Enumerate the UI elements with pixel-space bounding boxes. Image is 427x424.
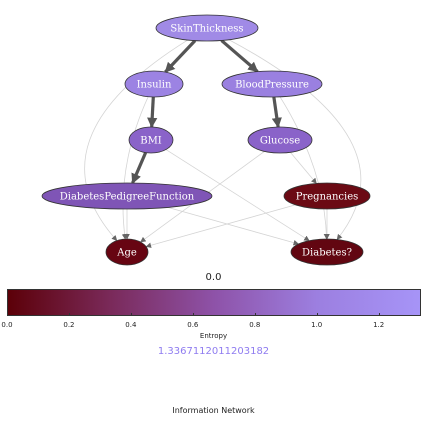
edge-insulin-to-bmi (147, 96, 158, 129)
edge-skinthickness-to-diabetes (228, 39, 362, 240)
information-network-graph: SkinThickness Insulin BloodPressure BMI Gluc… (41, 14, 371, 266)
edge-insulin-to-age (121, 96, 149, 240)
colorbar-tick-label: 0.6 (187, 321, 199, 329)
colorbar-max-value: 1.3367112011203182 (157, 346, 270, 357)
colorbar-ticks: 0.0 0.2 0.4 0.6 0.8 1.0 1.2 (1, 313, 421, 330)
node-label: Pregnancies (296, 192, 359, 203)
edge-bloodpressure-to-diabetes (279, 96, 330, 240)
node-label: Glucose (260, 136, 300, 147)
edge-skinthickness-to-bloodpressure (220, 39, 259, 73)
node-shape (128, 126, 174, 154)
edge-bmi-to-diabetes (165, 149, 310, 242)
node-shape (247, 126, 313, 154)
node-insulin: Insulin (124, 70, 184, 98)
node-diabetespedigreefunction: DiabetesPedigreeFunction (41, 182, 213, 210)
colorbar-tick-mark (316, 313, 318, 316)
node-label: BMI (140, 136, 162, 147)
node-label: Insulin (137, 80, 172, 91)
edge-pregnancies-to-age (145, 204, 296, 248)
edge-bloodpressure-to-glucose (271, 96, 282, 129)
node-label: Age (116, 248, 137, 259)
node-shape (41, 182, 213, 210)
colorbar-tick-mark (378, 313, 380, 316)
node-shape (283, 182, 371, 210)
node-glucose: Glucose (247, 126, 313, 154)
colorbar-min-value: 0.0 (205, 272, 222, 283)
node-label: Diabetes? (302, 248, 352, 259)
node-label: BloodPressure (235, 80, 309, 91)
colorbar-tick-label: 0.4 (125, 321, 137, 329)
colorbar-tick-mark (254, 313, 256, 316)
colorbar-tick-label: 1.0 (311, 321, 323, 329)
edge-bmi-to-diabetespedigreefunction (131, 151, 148, 184)
entropy-colorbar (7, 289, 421, 316)
node-bmi: BMI (128, 126, 174, 154)
node-label: DiabetesPedigreeFunction (60, 192, 195, 203)
colorbar-tick-mark (192, 313, 194, 316)
node-skinthickness: SkinThickness (155, 14, 259, 42)
colorbar-tick-label: 1.2 (373, 321, 385, 329)
edge-diabetespedigreefunction-to-diabetes (167, 207, 300, 246)
node-pregnancies: Pregnancies (283, 182, 371, 210)
node-shape (290, 238, 364, 266)
node-shape (155, 14, 259, 42)
colorbar-tick-mark (7, 313, 8, 316)
node-shape (221, 70, 323, 98)
node-shape (124, 70, 184, 98)
node-label: SkinThickness (170, 24, 243, 35)
colorbar-tick-label: 0.8 (249, 321, 261, 329)
edge-glucose-to-pregnancies (290, 152, 317, 184)
figure-caption: Information Network (172, 406, 255, 415)
edge-skinthickness-to-age (84, 39, 188, 242)
node-bloodpressure: BloodPressure (221, 70, 323, 98)
node-shape (105, 238, 149, 266)
colorbar-label: Entropy (199, 332, 228, 340)
colorbar-tick-mark (130, 313, 132, 316)
node-age: Age (105, 238, 149, 266)
colorbar-tick-label: 0.0 (1, 321, 13, 329)
colorbar-tick-label: 0.2 (63, 321, 75, 329)
colorbar-tick-mark (68, 313, 70, 316)
node-diabetes: Diabetes? (290, 238, 364, 266)
edge-skinthickness-to-insulin (164, 39, 197, 74)
